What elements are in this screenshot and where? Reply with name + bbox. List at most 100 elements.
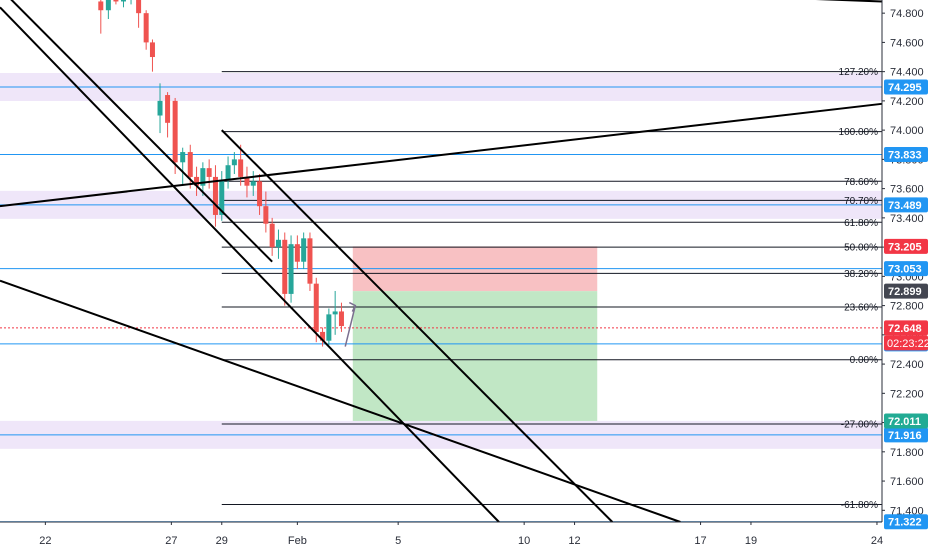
candle-body [120,0,126,2]
fib-level-label: 78.60% [844,177,878,188]
candle-body [238,159,244,177]
price-tag-bg [884,320,928,336]
price-tag: 73.205 [888,241,922,253]
trend-line [0,6,500,523]
price-tag-bg [884,238,928,254]
candle-body [187,152,193,177]
y-tick-label: 72.800 [890,301,924,313]
trend-line [0,102,883,208]
candle-body [143,13,149,43]
level-price-tag: 73.833 [888,150,922,162]
candle-body [98,1,104,11]
price-tag: 72.648 [888,323,922,335]
candle-body [149,42,155,58]
x-tick-label: 19 [745,535,757,547]
candle-body [157,100,163,116]
fib-level-label: 50.00% [844,243,878,254]
level-price-tag: 71.322 [888,517,922,529]
price-tag: 72.899 [888,286,922,298]
x-tick-label: Feb [288,535,307,547]
fib-level-label: 38.20% [844,269,878,280]
x-tick-label: 12 [568,535,580,547]
candle-body [263,206,269,224]
x-tick-label: 10 [518,535,530,547]
candle-body [307,238,313,284]
arrow-head [348,301,357,312]
x-tick-label: 17 [694,535,706,547]
candle-body [282,239,288,294]
y-tick-label: 72.400 [890,359,924,371]
y-tick-label: 72.200 [890,388,924,400]
candle-body [257,181,263,207]
candle-body [194,176,200,186]
x-tick-label: 5 [395,535,401,547]
time-axis [0,522,932,550]
y-tick-label: 71.800 [890,447,924,459]
level-price-tag-bg [884,427,928,443]
countdown-tag-bg [884,335,928,351]
candle-body [332,311,338,315]
candle-body [244,176,250,186]
candle-body [338,311,344,327]
fib-level-label: 127.20% [839,67,879,78]
y-tick-label: 74.800 [890,8,924,20]
trend-line [0,279,681,523]
y-tick-label: 73.600 [890,184,924,196]
candle-body [172,100,178,163]
level-price-tag: 73.053 [888,264,922,276]
fib-level-label: 23.60% [844,303,878,314]
x-tick-label: 27 [165,535,177,547]
fib-level-label: 0.00% [850,355,878,366]
candle-body [180,152,186,163]
price-tag-bg [884,413,928,429]
trend-line [10,0,273,263]
level-price-tag-bg [884,514,928,530]
fib-level-label: 61.80% [844,218,878,229]
candle-body [105,0,111,11]
candle-body [212,176,218,215]
arrow-line [344,305,357,347]
level-price-tag: 73.489 [888,200,922,212]
candle-body [313,283,319,332]
x-tick-label: 29 [216,535,228,547]
trend-line [815,0,883,3]
level-price-tag-bg [884,197,928,213]
candle-body [113,0,119,2]
candle-body [275,239,281,248]
level-price-tag-bg [884,79,928,95]
candle-body [250,181,256,186]
fib-level-label: -61.80% [841,500,878,511]
candle-body [219,179,225,215]
fib-level-label: 100.00% [839,127,879,138]
candle-body [165,95,171,123]
fib-level-label: -27.00% [841,420,878,431]
candle-body [294,244,300,262]
candle-body [269,223,275,248]
level-price-tag-bg [884,261,928,277]
candle-body [231,159,237,166]
y-tick-label: 74.400 [890,67,924,79]
candle-body [326,314,332,341]
candle-body [320,331,326,341]
x-tick-label: 22 [39,535,51,547]
y-tick-label: 74.000 [890,125,924,137]
candle-body [225,165,231,180]
level-price-tag-bg [884,147,928,163]
trend-line [221,129,614,523]
level-price-tag: 74.295 [888,82,922,94]
candle-body [206,168,212,177]
take-profit-zone [352,291,598,421]
fib-level-label: 70.70% [844,196,878,207]
candle-body [301,238,307,262]
candle-body [136,0,142,14]
y-tick-label: 73.400 [890,213,924,225]
price-tag: 72.011 [888,416,921,428]
y-tick-label: 74.600 [890,37,924,49]
x-tick-label: 24 [871,535,883,547]
candle-body [200,168,206,186]
level-price-tag: 71.916 [888,430,922,442]
countdown-tag: 02:23:22 [887,338,930,350]
price-tag-bg [884,283,928,299]
y-tick-label: 74.200 [890,96,924,108]
